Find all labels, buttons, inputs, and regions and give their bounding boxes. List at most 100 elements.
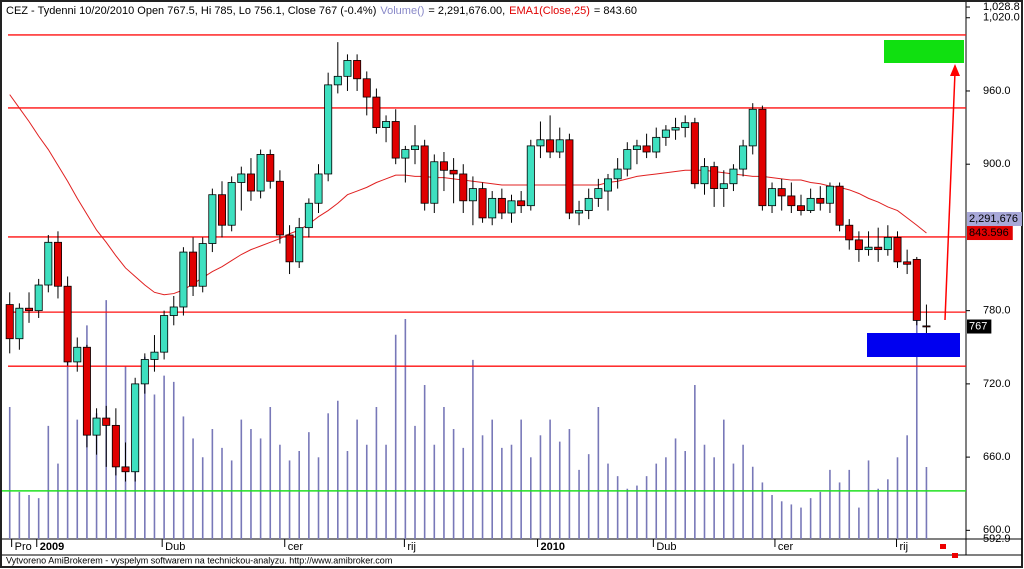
- candle-body: [748, 108, 757, 147]
- candle-body: [584, 197, 593, 211]
- candle-body: [256, 154, 265, 192]
- x-tick-label: Dub: [165, 541, 185, 553]
- target-box: [884, 40, 964, 63]
- candle-body: [787, 195, 796, 207]
- candle-body: [517, 200, 526, 207]
- candle-body: [15, 307, 24, 340]
- y-tick-label: 660.0: [983, 451, 1011, 463]
- candle-body: [874, 246, 883, 251]
- candle-body: [25, 307, 34, 312]
- candle-body: [362, 78, 371, 98]
- candle-body: [102, 417, 111, 426]
- candle-body: [333, 75, 342, 86]
- title-part: EMA1(Close,25): [509, 5, 590, 17]
- candle-body: [806, 197, 815, 211]
- candle-body: [623, 149, 632, 170]
- candle-body: [208, 194, 217, 244]
- candle-body: [488, 197, 497, 219]
- candle-body: [411, 145, 420, 150]
- ema-value-bg: [967, 226, 1013, 241]
- candle-body: [497, 197, 506, 214]
- candle-body: [922, 325, 931, 328]
- candle-body: [285, 234, 294, 263]
- candle-body: [382, 121, 391, 128]
- y-tick-label: 780.0: [983, 305, 1011, 317]
- candle-body: [854, 239, 863, 251]
- candle-body: [864, 246, 873, 251]
- entry-box: [867, 333, 960, 357]
- candle-body: [82, 346, 91, 436]
- candle-body: [266, 154, 275, 182]
- volume-value-label: 2,291,676: [969, 213, 1018, 225]
- y-tick-label: 600.0: [983, 524, 1011, 536]
- candle-body: [893, 237, 902, 263]
- candle-body: [729, 168, 738, 185]
- candle-body: [44, 241, 53, 286]
- candle-body: [536, 139, 545, 147]
- candle-body: [845, 224, 854, 241]
- title-part: CEZ - Tydenni 10/20/2010 Open 767.5, Hi …: [6, 5, 376, 17]
- candle-body: [198, 243, 207, 287]
- candle-body: [903, 261, 912, 265]
- candle-body: [391, 121, 400, 159]
- ema-value: 843.596: [967, 226, 1013, 241]
- candle-body: [246, 173, 255, 192]
- candle-body: [652, 136, 661, 153]
- y-tick-label: 1,020.0: [983, 12, 1020, 24]
- candle-body: [613, 168, 622, 180]
- y-tick-label: 900.0: [983, 158, 1011, 170]
- candle-body: [131, 383, 140, 473]
- candle-body: [237, 173, 246, 183]
- candle-body: [526, 145, 535, 207]
- title-part: = 2,291,676.00,: [428, 5, 505, 17]
- candle-body: [681, 122, 690, 128]
- candle-body: [189, 251, 198, 287]
- x-tick-label: rij: [407, 541, 416, 553]
- ema-line: [9, 94, 927, 296]
- close-value-bg: [967, 319, 992, 334]
- candle-body: [53, 241, 62, 287]
- candle-body: [150, 351, 159, 360]
- candle-body: [565, 139, 574, 214]
- candle-body: [401, 149, 410, 159]
- candle-body: [73, 346, 82, 363]
- candle-body: [883, 237, 892, 251]
- x-tick-label: 2010: [541, 541, 565, 553]
- arrow-head: [950, 64, 960, 76]
- candle-body: [642, 145, 651, 153]
- candle-body: [768, 188, 777, 207]
- plot: [2, 34, 966, 539]
- candle-body: [314, 173, 323, 204]
- candle-body: [420, 145, 429, 204]
- candle-body: [449, 169, 458, 175]
- x-tick-label: Pro: [15, 541, 32, 553]
- candle-body: [160, 315, 169, 353]
- volume-value: 2,291,676: [967, 212, 1022, 226]
- candle-body: [594, 188, 603, 199]
- candle-body: [169, 306, 178, 316]
- candle-body: [816, 197, 825, 204]
- arrow-shaft: [944, 71, 956, 321]
- candle-body: [353, 60, 362, 80]
- candle-body: [835, 185, 844, 226]
- candle-body: [700, 166, 709, 185]
- x-tick-label: Dub: [656, 541, 676, 553]
- candle-body: [5, 304, 14, 340]
- candle-body: [63, 285, 72, 363]
- candle-body: [758, 108, 767, 207]
- x-tick-label: rij: [900, 541, 909, 553]
- close-value-label: 767: [969, 320, 987, 332]
- candle-body: [275, 180, 284, 236]
- candle-body: [478, 188, 487, 219]
- x-tick-label: cer: [288, 541, 304, 553]
- y-tick-label: 720.0: [983, 378, 1011, 390]
- title-part: Volume(): [380, 5, 424, 17]
- candle-body: [459, 173, 468, 202]
- candle-body: [690, 122, 699, 185]
- x-tick-label: cer: [778, 541, 794, 553]
- candle-body: [439, 161, 448, 171]
- volume-value-bg: [967, 212, 1022, 226]
- candle-body: [372, 96, 381, 128]
- candle-body: [507, 200, 516, 214]
